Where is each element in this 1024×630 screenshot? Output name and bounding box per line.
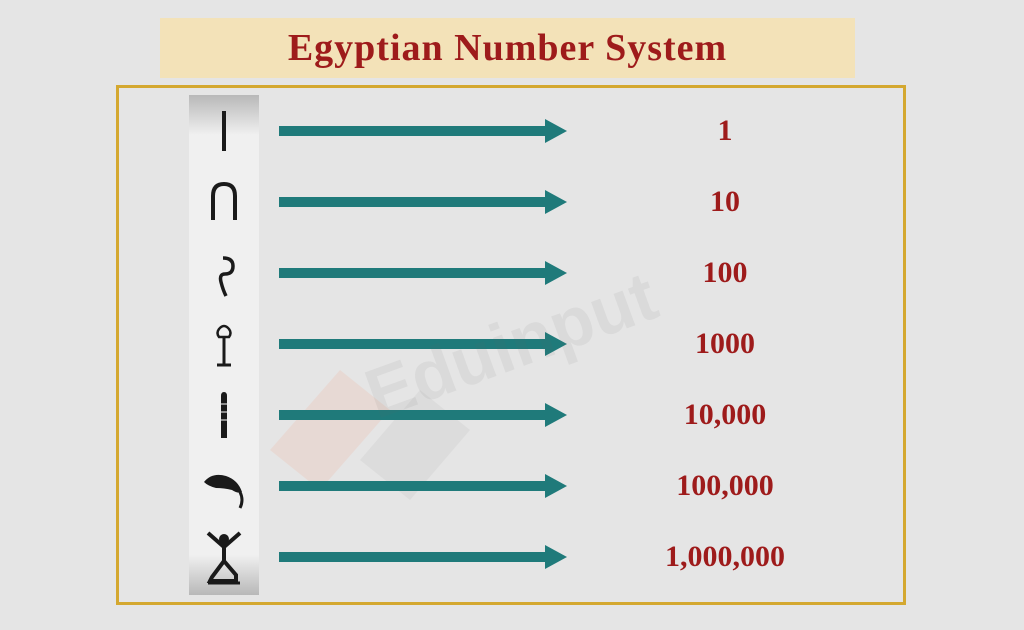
value-label: 100,000: [567, 469, 883, 503]
page-title: Egyptian Number System: [288, 26, 727, 70]
value-label: 10: [567, 185, 883, 219]
value-label: 1,000,000: [567, 540, 883, 574]
arrow-icon: [277, 466, 567, 506]
row-tadpole: 100,000: [277, 450, 883, 521]
symbol-finger: [189, 381, 259, 452]
symbol-coil: [189, 238, 259, 309]
value-label: 1: [567, 114, 883, 148]
arrow-icon: [277, 537, 567, 577]
symbol-tadpole: [189, 452, 259, 523]
symbol-lotus: [189, 309, 259, 380]
arrow-icon: [277, 182, 567, 222]
title-bar: Egyptian Number System: [160, 18, 855, 78]
row-stroke: 1: [277, 95, 883, 166]
arrow-icon: [277, 253, 567, 293]
row-lotus: 1000: [277, 308, 883, 379]
value-label: 10,000: [567, 398, 883, 432]
symbol-stroke: [189, 95, 259, 166]
row-heel: 10: [277, 166, 883, 237]
value-label: 1000: [567, 327, 883, 361]
symbol-man: [189, 524, 259, 595]
content-box: 110100100010,000100,0001,000,000 Eduinpu…: [116, 85, 906, 605]
symbol-column: [189, 95, 259, 595]
row-man: 1,000,000: [277, 521, 883, 592]
arrow-icon: [277, 111, 567, 151]
symbol-heel: [189, 166, 259, 237]
value-label: 100: [567, 256, 883, 290]
arrow-icon: [277, 395, 567, 435]
arrow-icon: [277, 324, 567, 364]
row-finger: 10,000: [277, 379, 883, 450]
row-coil: 100: [277, 237, 883, 308]
